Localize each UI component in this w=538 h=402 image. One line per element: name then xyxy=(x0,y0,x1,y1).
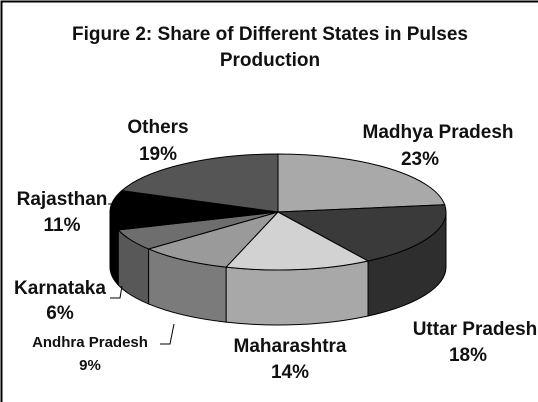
slice xyxy=(120,153,279,213)
pie xyxy=(109,153,447,326)
value-label: 23% xyxy=(401,149,439,170)
value-label: 11% xyxy=(44,215,81,236)
slice xyxy=(225,211,370,271)
value-label: 14% xyxy=(271,362,309,383)
slice-label: Karnataka xyxy=(14,278,106,299)
slice xyxy=(277,153,446,213)
value-label: 18% xyxy=(449,345,487,366)
leader-line xyxy=(110,285,123,299)
slice xyxy=(147,211,280,268)
value-label: 9% xyxy=(79,357,101,374)
slice-label: Others xyxy=(127,117,188,138)
chart-title: Figure 2: Share of Different States in P… xyxy=(72,24,468,71)
slice-label: Andhra Pradesh xyxy=(32,334,148,351)
slice-label: Rajasthan xyxy=(17,189,108,210)
value-label: 6% xyxy=(46,303,74,324)
leader-line xyxy=(160,323,175,345)
slice-label: Uttar Pradesh xyxy=(413,319,538,340)
value-label: 19% xyxy=(139,144,177,165)
slice-side xyxy=(225,260,369,326)
slice-label: Maharashtra xyxy=(234,336,347,357)
slice xyxy=(276,204,447,262)
slice xyxy=(109,190,279,231)
slice-label: Madhya Pradesh xyxy=(363,122,514,143)
